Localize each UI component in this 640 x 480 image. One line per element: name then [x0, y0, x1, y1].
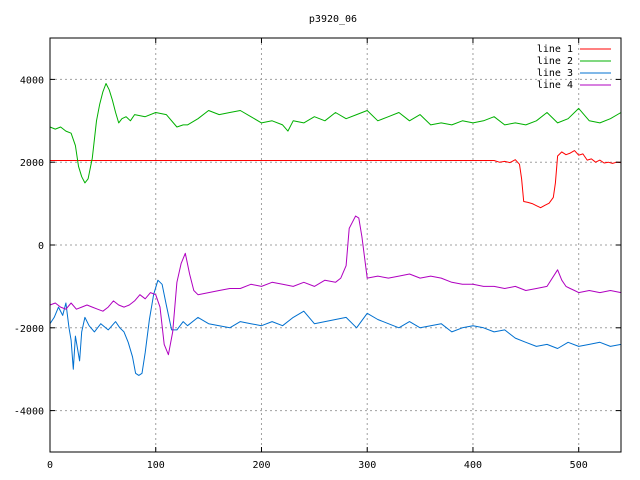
y-tick-label: -4000	[14, 407, 44, 418]
x-tick-label: 500	[570, 460, 588, 471]
y-tick-label: 4000	[20, 75, 44, 86]
x-tick-label: 0	[47, 460, 53, 471]
y-tick-label: 0	[38, 241, 44, 252]
grid-lines	[50, 38, 621, 452]
chart-title: p3920_06	[309, 14, 357, 25]
y-tick-label: -2000	[14, 324, 44, 335]
series-line-4	[49, 215, 622, 356]
series-line-2	[49, 83, 622, 184]
series-lines	[49, 83, 622, 376]
x-tick-label: 300	[358, 460, 376, 471]
legend-label: line 2	[537, 56, 573, 67]
series-line-3	[49, 279, 622, 376]
x-tick-label: 400	[464, 460, 482, 471]
x-tick-label: 200	[252, 460, 270, 471]
axis-ticks: 0 100 200 300 400 500 -4000 -2000 0 2000 4000	[14, 38, 621, 471]
legend-label: line 4	[537, 80, 573, 91]
legend-label: line 1	[537, 44, 573, 55]
y-tick-label: 2000	[20, 158, 44, 169]
series-line-1	[50, 150, 622, 209]
legend-label: line 3	[537, 68, 573, 79]
x-tick-label: 100	[147, 460, 165, 471]
